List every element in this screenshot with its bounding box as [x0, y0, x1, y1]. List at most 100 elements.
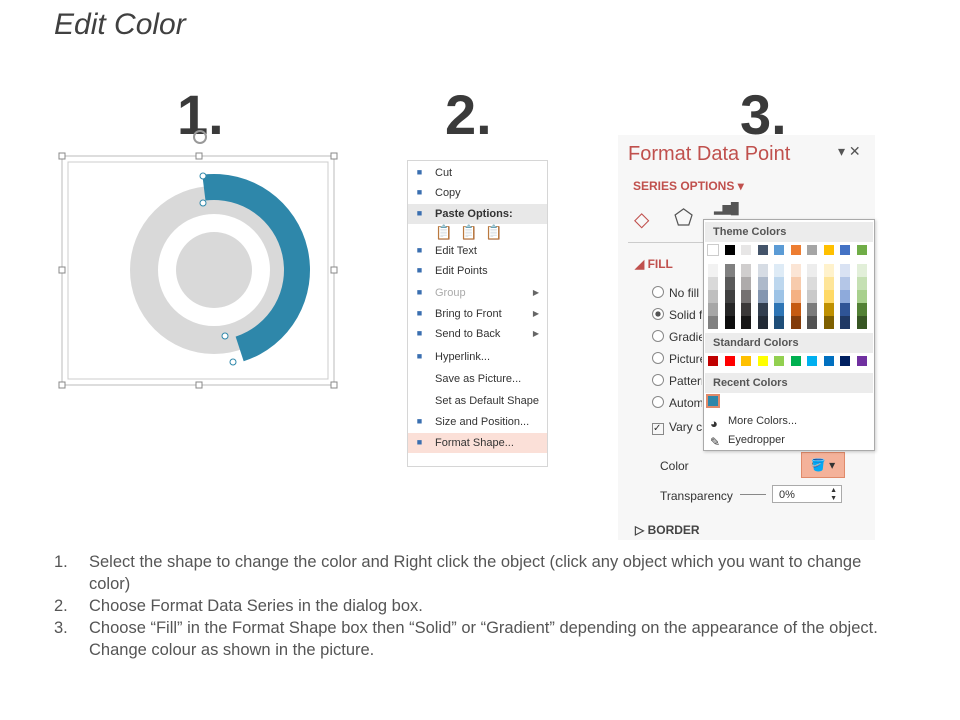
standard-color-swatch[interactable]	[774, 356, 784, 366]
theme-color-swatch[interactable]	[840, 245, 850, 255]
theme-shade-swatch[interactable]	[807, 303, 817, 316]
series-options-icon[interactable]: ▂▆█	[714, 203, 739, 215]
theme-shade-swatch[interactable]	[708, 277, 718, 290]
theme-shade-swatch[interactable]	[757, 316, 768, 329]
theme-shade-swatch[interactable]	[724, 303, 735, 316]
theme-shade-swatch[interactable]	[724, 264, 735, 277]
standard-color-swatch[interactable]	[790, 356, 801, 366]
theme-shade-swatch[interactable]	[708, 303, 718, 316]
menu-item[interactable]: Set as Default Shape	[408, 391, 547, 411]
theme-shade-swatch[interactable]	[823, 316, 834, 329]
theme-shade-swatch[interactable]	[856, 264, 867, 277]
theme-color-swatch[interactable]	[707, 244, 719, 256]
recent-color-swatch[interactable]	[706, 394, 720, 408]
fill-option-radio[interactable]: Automatic	[652, 396, 702, 410]
theme-shade-swatch[interactable]	[823, 303, 834, 316]
theme-color-swatch[interactable]	[790, 245, 801, 255]
menu-item[interactable]: ■ Hyperlink...	[408, 347, 547, 367]
standard-color-swatch[interactable]	[724, 356, 735, 366]
theme-shade-swatch[interactable]	[790, 316, 801, 329]
theme-shade-swatch[interactable]	[724, 290, 735, 303]
theme-color-swatch[interactable]	[757, 245, 768, 255]
fill-option-radio[interactable]: Picture or texture fill	[652, 352, 702, 366]
theme-shade-swatch[interactable]	[807, 277, 817, 290]
series-options-dropdown[interactable]: SERIES OPTIONS ▾	[633, 179, 744, 193]
theme-shade-swatch[interactable]	[757, 264, 768, 277]
theme-color-swatch[interactable]	[774, 245, 784, 255]
theme-shade-swatch[interactable]	[790, 303, 801, 316]
standard-color-swatch[interactable]	[823, 356, 834, 366]
theme-shade-swatch[interactable]	[790, 290, 801, 303]
theme-shade-swatch[interactable]	[774, 290, 784, 303]
fill-line-icon[interactable]: ◇	[634, 209, 650, 231]
theme-shade-swatch[interactable]	[840, 290, 850, 303]
theme-shade-swatch[interactable]	[807, 316, 817, 329]
theme-shade-swatch[interactable]	[757, 290, 768, 303]
menu-item[interactable]: ■ Size and Position...	[408, 412, 547, 432]
theme-shade-swatch[interactable]	[741, 277, 751, 290]
menu-item[interactable]: ■ Edit Text	[408, 241, 547, 261]
theme-shade-swatch[interactable]	[741, 303, 751, 316]
more-colors-item[interactable]: More Colors...	[728, 415, 798, 427]
paste-keep-format-icon[interactable]: 📋	[435, 224, 453, 240]
theme-shade-swatch[interactable]	[790, 264, 801, 277]
point-handle[interactable]	[199, 199, 207, 207]
fill-option-radio[interactable]: Gradient fill	[652, 330, 702, 344]
theme-shade-swatch[interactable]	[856, 277, 867, 290]
theme-shade-swatch[interactable]	[774, 303, 784, 316]
menu-item[interactable]: ■ Paste Options:	[408, 204, 547, 224]
theme-shade-swatch[interactable]	[840, 264, 850, 277]
theme-color-swatch[interactable]	[856, 245, 867, 255]
standard-color-swatch[interactable]	[708, 356, 718, 366]
paste-merge-icon[interactable]: 📋	[460, 224, 478, 240]
theme-shade-swatch[interactable]	[757, 303, 768, 316]
point-handle[interactable]	[221, 332, 229, 340]
theme-shade-swatch[interactable]	[708, 264, 718, 277]
standard-color-swatch[interactable]	[757, 356, 768, 366]
theme-shade-swatch[interactable]	[856, 303, 867, 316]
menu-item[interactable]: ■ Group ▶	[408, 283, 547, 303]
eyedropper-item[interactable]: Eyedropper	[728, 434, 785, 446]
standard-color-swatch[interactable]	[840, 356, 850, 366]
theme-shade-swatch[interactable]	[823, 264, 834, 277]
theme-color-swatch[interactable]	[724, 245, 735, 255]
theme-shade-swatch[interactable]	[708, 290, 718, 303]
theme-shade-swatch[interactable]	[823, 290, 834, 303]
theme-shade-swatch[interactable]	[774, 264, 784, 277]
theme-shade-swatch[interactable]	[741, 316, 751, 329]
theme-shade-swatch[interactable]	[724, 316, 735, 329]
transparency-input[interactable]: 0% ▲ ▼	[772, 485, 842, 503]
menu-item[interactable]: Save as Picture...	[408, 369, 547, 389]
resize-handles[interactable]	[58, 152, 338, 389]
theme-shade-swatch[interactable]	[856, 290, 867, 303]
donut-selected-arc[interactable]	[202, 174, 311, 362]
theme-color-swatch[interactable]	[823, 245, 834, 255]
menu-item[interactable]: ■ Bring to Front ▶	[408, 304, 547, 324]
fill-option-radio[interactable]: Solid fill	[652, 308, 702, 322]
effects-pentagon-icon[interactable]: ⬠	[674, 205, 694, 230]
theme-shade-swatch[interactable]	[840, 316, 850, 329]
donut-chart-selection[interactable]	[55, 125, 345, 395]
theme-shade-swatch[interactable]	[823, 277, 834, 290]
fill-option-radio[interactable]: No fill	[652, 286, 702, 300]
color-picker-button[interactable]: 🪣 ▾	[801, 452, 845, 478]
menu-item[interactable]: ■ Format Shape...	[408, 433, 547, 453]
theme-shade-swatch[interactable]	[790, 277, 801, 290]
theme-shade-swatch[interactable]	[807, 264, 817, 277]
menu-item[interactable]: ■ Copy	[408, 183, 547, 203]
theme-shade-swatch[interactable]	[741, 264, 751, 277]
fill-option-radio[interactable]: Pattern fill	[652, 374, 702, 388]
paste-picture-icon[interactable]: 📋	[485, 224, 503, 240]
theme-shade-swatch[interactable]	[840, 303, 850, 316]
border-section-header[interactable]: ▷ BORDER	[635, 523, 700, 537]
menu-item[interactable]: ■ Send to Back ▶	[408, 324, 547, 344]
standard-color-swatch[interactable]	[856, 356, 867, 366]
theme-shade-swatch[interactable]	[757, 277, 768, 290]
point-handle[interactable]	[229, 358, 237, 366]
rotate-handle-icon[interactable]	[193, 130, 207, 144]
theme-shade-swatch[interactable]	[774, 277, 784, 290]
menu-item[interactable]: ■ Cut	[408, 163, 547, 183]
standard-color-swatch[interactable]	[807, 356, 817, 366]
theme-shade-swatch[interactable]	[840, 277, 850, 290]
theme-shade-swatch[interactable]	[774, 316, 784, 329]
